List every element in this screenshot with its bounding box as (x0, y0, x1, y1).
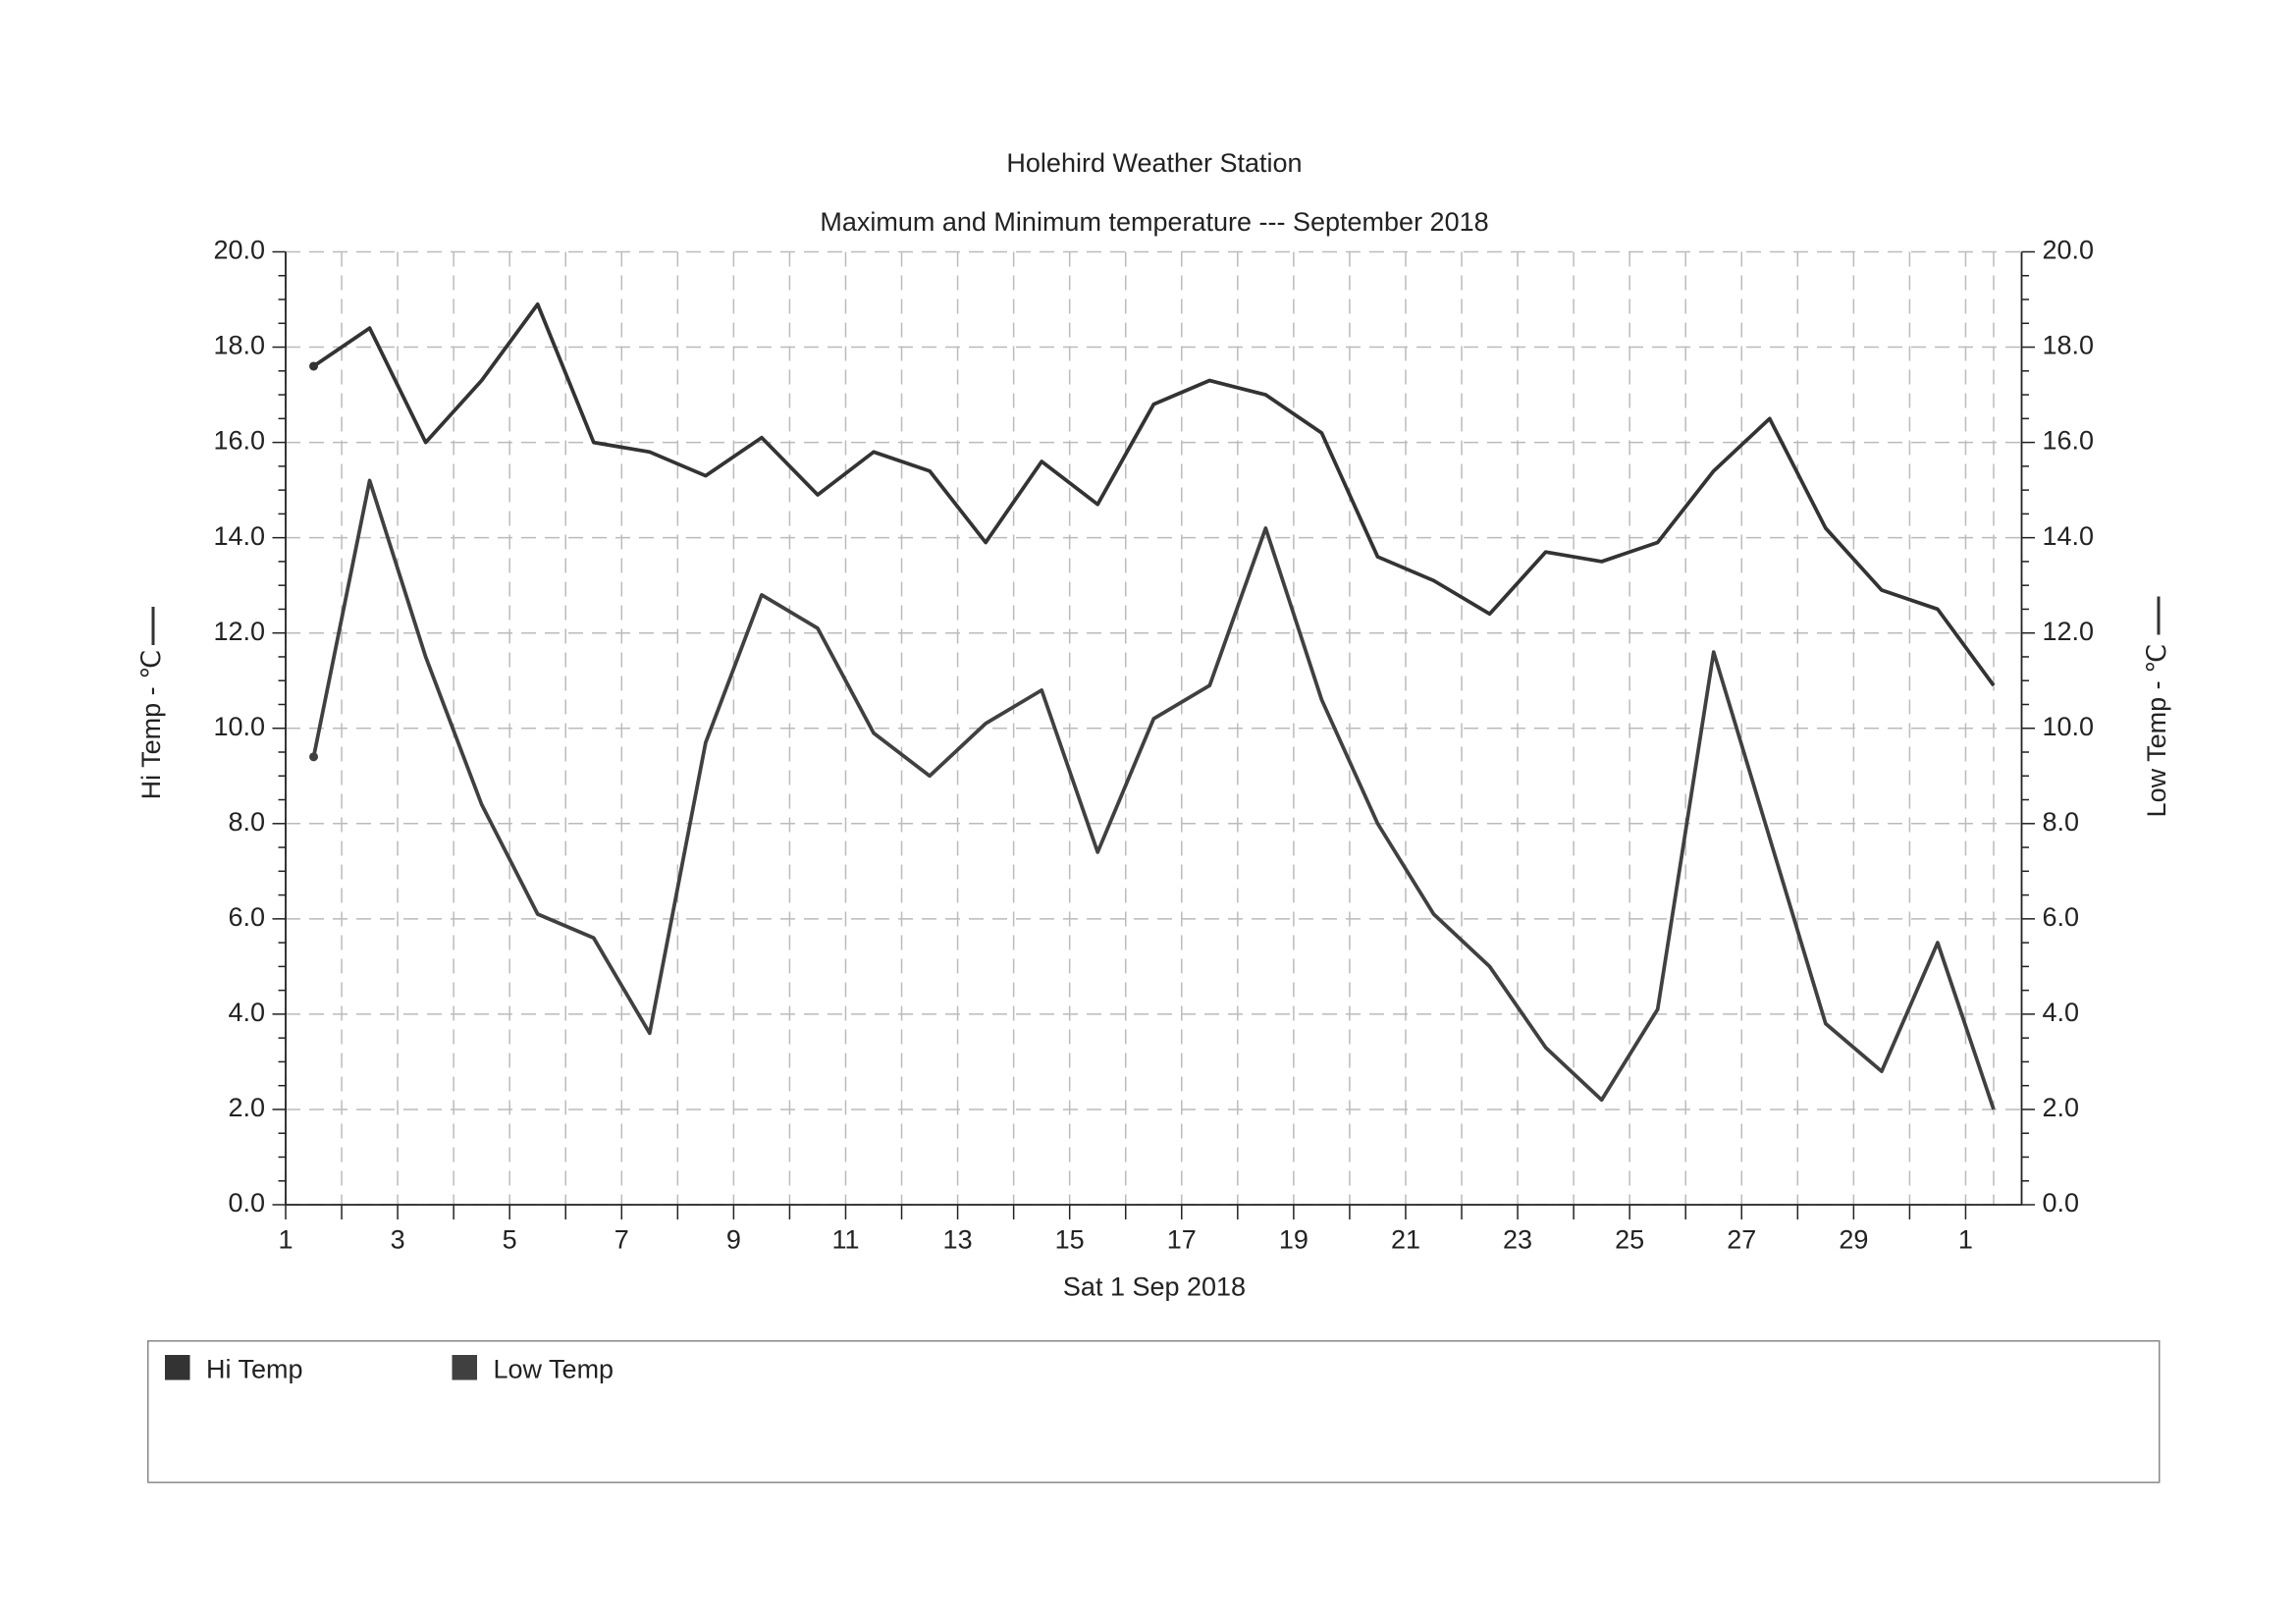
y-tick-label: 18.0 (213, 331, 265, 360)
legend-swatch (452, 1355, 478, 1380)
legend-label: Low Temp (494, 1355, 614, 1384)
y2-tick-label: 8.0 (2043, 807, 2080, 837)
chart-title: Holehird Weather Station (1006, 148, 1302, 178)
point-marker (309, 752, 319, 762)
series-line (312, 302, 1996, 687)
x-tick-label: 19 (1279, 1225, 1308, 1255)
x-tick-label: 27 (1727, 1225, 1756, 1255)
y-tick-label: 10.0 (213, 712, 265, 741)
y-tick-label: 20.0 (213, 236, 265, 265)
x-axis-label: Sat 1 Sep 2018 (1063, 1272, 1246, 1302)
y-tick-label: 0.0 (228, 1188, 265, 1217)
y-tick-label: 8.0 (228, 807, 265, 837)
x-tick-label: 7 (614, 1225, 629, 1255)
x-tick-label: 5 (503, 1225, 517, 1255)
x-tick-label: 25 (1615, 1225, 1644, 1255)
point-marker (309, 361, 319, 371)
y-tick-label: 12.0 (213, 617, 265, 646)
x-tick-label: 9 (726, 1225, 741, 1255)
x-tick-label: 13 (943, 1225, 973, 1255)
x-tick-label: 29 (1839, 1225, 1868, 1255)
x-tick-label: 11 (831, 1225, 859, 1255)
legend-swatch (165, 1355, 190, 1380)
y2-tick-label: 10.0 (2043, 712, 2095, 741)
y-tick-label: 16.0 (213, 426, 265, 456)
x-tick-label: 15 (1055, 1225, 1085, 1255)
y2-tick-label: 6.0 (2043, 902, 2080, 932)
y2-tick-label: 18.0 (2043, 331, 2095, 360)
y2-tick-label: 12.0 (2043, 617, 2095, 646)
legend-label: Hi Temp (206, 1355, 303, 1384)
x-tick-label: 21 (1391, 1225, 1420, 1255)
series-line (311, 478, 1996, 1110)
y-axis-label: Hi Temp - ℃ (136, 650, 166, 800)
x-tick-label: 3 (391, 1225, 405, 1255)
y-tick-label: 4.0 (228, 998, 265, 1027)
y2-axis-label: Low Temp - ℃ (2142, 644, 2171, 818)
y2-tick-label: 16.0 (2043, 426, 2095, 456)
x-tick-label: 1 (278, 1225, 293, 1255)
y-tick-label: 2.0 (228, 1093, 265, 1122)
y-tick-label: 6.0 (228, 902, 265, 932)
y2-tick-label: 14.0 (2043, 521, 2095, 551)
y2-tick-label: 2.0 (2043, 1093, 2080, 1122)
y2-tick-label: 20.0 (2043, 236, 2095, 265)
y2-tick-label: 4.0 (2043, 998, 2080, 1027)
y2-tick-label: 0.0 (2043, 1188, 2080, 1217)
x-tick-label: 23 (1503, 1225, 1532, 1255)
x-tick-label: 17 (1167, 1225, 1197, 1255)
y-tick-label: 14.0 (213, 521, 265, 551)
chart-subtitle: Maximum and Minimum temperature --- Sept… (820, 207, 1488, 237)
x-tick-label: 1 (1958, 1225, 1973, 1255)
legend-box (147, 1340, 2161, 1484)
